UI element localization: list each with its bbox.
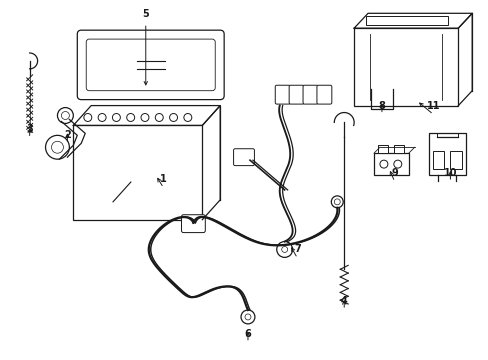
Bar [449, 151, 461, 169]
Text: 7: 7 [294, 244, 300, 255]
FancyBboxPatch shape [181, 215, 205, 233]
FancyBboxPatch shape [375, 74, 387, 90]
Text: 3: 3 [26, 124, 33, 134]
Text: 5: 5 [142, 9, 149, 19]
Text: 8: 8 [378, 100, 385, 111]
Bar [73, 125, 202, 220]
Bar [432, 151, 444, 169]
FancyBboxPatch shape [233, 149, 254, 166]
FancyBboxPatch shape [316, 85, 331, 104]
Text: 10: 10 [443, 168, 456, 178]
Text: 4: 4 [340, 296, 347, 306]
Bar [427, 133, 466, 175]
Bar [366, 16, 447, 25]
Bar [393, 145, 403, 153]
Text: 2: 2 [64, 130, 71, 140]
Text: 9: 9 [391, 168, 397, 178]
FancyBboxPatch shape [303, 85, 317, 104]
FancyBboxPatch shape [288, 85, 304, 104]
FancyBboxPatch shape [275, 85, 289, 104]
Text: 6: 6 [244, 329, 251, 339]
Bar [373, 153, 408, 175]
Bar [377, 145, 387, 153]
Text: 1: 1 [160, 174, 167, 184]
FancyBboxPatch shape [77, 30, 224, 100]
FancyBboxPatch shape [86, 39, 215, 91]
Text: 11: 11 [426, 100, 439, 111]
Bar [353, 28, 457, 105]
